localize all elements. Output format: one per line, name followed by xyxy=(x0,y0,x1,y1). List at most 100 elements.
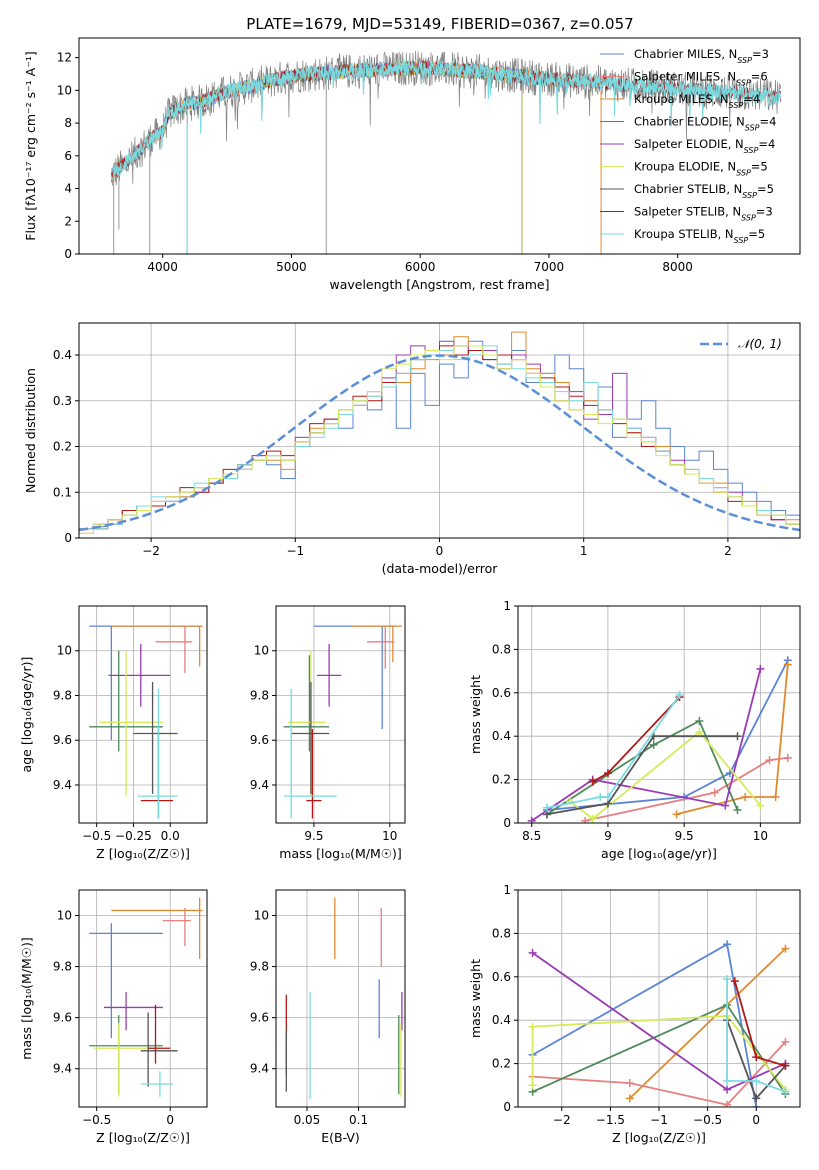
spectrum-model-line-kroupa-stelib xyxy=(110,58,782,182)
x-tick-label: −2 xyxy=(553,1113,571,1127)
y-tick-label: 0.6 xyxy=(492,686,511,700)
y-axis-label: Normed distribution xyxy=(23,368,38,493)
legend-entry-label: Salpeter ELODIE, NSSP=4 xyxy=(634,137,775,155)
legend-entry-label: Salpeter MILES, NSSP=6 xyxy=(634,70,768,88)
y-tick-label: 0.2 xyxy=(492,1057,511,1071)
x-tick-label: 0.05 xyxy=(294,1113,321,1127)
data-point-marker xyxy=(588,814,597,823)
x-tick-label: −0.25 xyxy=(115,829,152,843)
y-tick-label: 12 xyxy=(57,51,72,65)
x-axis-label: mass [log₁₀(M/M☉)] xyxy=(279,846,401,861)
x-tick-label: 10 xyxy=(753,829,768,843)
data-point-marker xyxy=(781,944,790,953)
legend-subscript: SSP xyxy=(734,236,749,245)
data-point-marker xyxy=(542,803,551,812)
y-tick-label: 10 xyxy=(254,909,269,923)
legend-subscript: SSP xyxy=(729,101,744,110)
y-tick-label: 9.8 xyxy=(250,960,269,974)
data-point-marker xyxy=(752,1053,761,1062)
legend-subscript: SSP xyxy=(745,123,760,132)
x-tick-label: −1 xyxy=(650,1113,668,1127)
axes-frame: 4000 5000 6000 7000 8000 0 2 4 6 8 10 12 wavelength … xyxy=(23,37,801,292)
data-point-marker xyxy=(765,756,774,765)
legend-value: =3 xyxy=(752,47,769,61)
plot-area xyxy=(527,656,792,823)
data-point-marker xyxy=(756,664,765,673)
series-line-chabrier-miles xyxy=(546,659,789,811)
y-tick-label: 0.6 xyxy=(492,970,511,984)
axes-mass-weight-vs-age: 8.5 9 9.5 10 0 0.2 0.4 0.6 0.8 1 age [log₁₀(age/yr… xyxy=(468,599,801,861)
y-tick-label: 9.6 xyxy=(53,733,72,747)
data-point-marker xyxy=(723,974,732,983)
data-point-marker xyxy=(783,753,792,762)
x-tick-label: −0.5 xyxy=(82,1113,111,1127)
plot-area xyxy=(110,50,782,254)
plot-area xyxy=(528,940,790,1107)
x-tick-label: −1 xyxy=(286,544,304,558)
y-tick-label: 1 xyxy=(503,883,511,897)
y-tick-label: 9.8 xyxy=(53,688,72,702)
data-point-marker xyxy=(710,788,719,797)
axes-mass-vs-Z: −0.5 0 9.4 9.6 9.8 10 Z [log₁₀(Z/Z☉)] mass [log… xyxy=(19,889,208,1145)
y-tick-label: 9.4 xyxy=(250,1062,269,1076)
x-axis-label: wavelength [Angstrom, rest frame] xyxy=(329,277,549,292)
legend-subscript: SSP xyxy=(741,213,756,222)
legend-entry-label: Salpeter STELIB, NSSP=3 xyxy=(634,205,773,223)
y-tick-label: 9.4 xyxy=(53,778,72,792)
legend-value: =4 xyxy=(760,115,777,129)
x-axis-label: (data-model)/error xyxy=(382,561,499,576)
y-tick-label: 1 xyxy=(503,599,511,613)
series-line-kroupa-stelib xyxy=(726,979,786,1093)
data-point-marker xyxy=(588,777,597,786)
data-point-marker xyxy=(781,1037,790,1046)
y-tick-label: 0 xyxy=(503,816,511,830)
normal-curve xyxy=(79,354,800,532)
x-tick-label: −1.5 xyxy=(596,1113,625,1127)
y-tick-label: 9.6 xyxy=(250,1011,269,1025)
axes-border xyxy=(78,37,801,255)
data-point-marker xyxy=(721,801,730,810)
axes-mass-weight-vs-Z: −2 −1.5 −1 −0.5 0 0 0.2 0.4 0.6 0.8 1 Z [log₁₀(Z/Z☉… xyxy=(468,883,801,1145)
y-tick-label: 9.6 xyxy=(250,733,269,747)
x-tick-label: 4000 xyxy=(147,260,178,274)
x-tick-label: 0 xyxy=(752,1113,760,1127)
y-tick-label: 9.4 xyxy=(250,778,269,792)
legend-subscript: SSP xyxy=(744,146,759,155)
y-tick-label: 9.4 xyxy=(53,1062,72,1076)
axes-frame: −0.5 0 9.4 9.6 9.8 10 Z [log₁₀(Z/Z☉)] mass [log… xyxy=(19,889,208,1145)
y-tick-label: 0.3 xyxy=(53,394,72,408)
legend-entry-label: 𝒩(0, 1) xyxy=(738,337,782,351)
data-point-marker xyxy=(752,1076,761,1085)
series-line-salpeter-elodie xyxy=(531,668,762,822)
x-tick-label: 10 xyxy=(382,829,397,843)
y-tick-label: 4 xyxy=(64,182,72,196)
y-axis-label: Flux [fλ10⁻¹⁷ erg cm⁻² s⁻¹ A⁻¹] xyxy=(23,51,38,240)
y-axis-label: mass weight xyxy=(468,959,483,1038)
legend-value: =5 xyxy=(757,182,774,196)
series-line-kroupa-miles xyxy=(676,664,789,816)
data-point-marker xyxy=(752,1094,761,1103)
x-tick-label: 0 xyxy=(166,1113,174,1127)
series-line-salpeter-miles xyxy=(584,757,788,822)
data-point-marker xyxy=(528,1081,537,1090)
legend-entry-label: Kroupa STELIB, NSSP=5 xyxy=(634,227,765,245)
y-tick-label: 10 xyxy=(57,644,72,658)
x-tick-label: 0.0 xyxy=(161,829,180,843)
y-tick-label: 8 xyxy=(64,116,72,130)
data-point-marker xyxy=(730,977,739,986)
data-point-marker xyxy=(741,792,750,801)
axes-residual-histogram: −2 −1 0 1 2 0 0.1 0.2 0.3 0.4 (data-model)/error No… xyxy=(23,322,801,576)
x-tick-label: 8.5 xyxy=(522,829,541,843)
series-line-kroupa-elodie xyxy=(531,1014,787,1091)
spectrum-model-line xyxy=(110,59,782,183)
data-point-marker xyxy=(596,792,605,801)
x-axis-label: Z [log₁₀(Z/Z☉)] xyxy=(96,1130,190,1145)
data-point-marker xyxy=(695,727,704,736)
y-tick-label: 0.4 xyxy=(492,729,511,743)
axes-frame: −0.5 −0.25 0.0 9.4 9.6 9.8 10 Z [log₁₀(Z/Z☉)] ag… xyxy=(19,605,208,861)
x-tick-label: 7000 xyxy=(534,260,565,274)
data-point-marker xyxy=(672,810,681,819)
data-point-marker xyxy=(752,1103,761,1107)
legend-value: =3 xyxy=(756,205,773,219)
